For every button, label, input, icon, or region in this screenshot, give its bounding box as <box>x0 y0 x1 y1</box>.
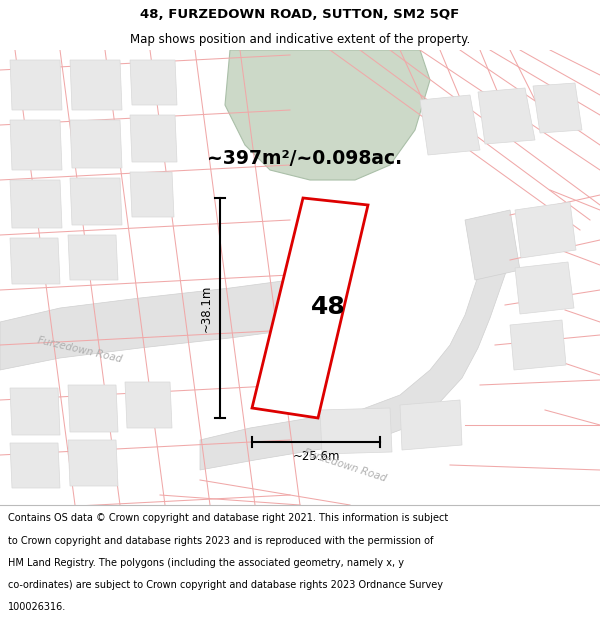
Text: 48: 48 <box>311 295 346 319</box>
Polygon shape <box>0 280 290 370</box>
Polygon shape <box>68 235 118 280</box>
Polygon shape <box>10 60 62 110</box>
Polygon shape <box>130 60 177 105</box>
Text: ~38.1m: ~38.1m <box>200 284 213 332</box>
Polygon shape <box>252 198 368 418</box>
Polygon shape <box>130 115 177 162</box>
Polygon shape <box>200 240 506 470</box>
Polygon shape <box>420 95 480 155</box>
Polygon shape <box>68 440 118 486</box>
Text: to Crown copyright and database rights 2023 and is reproduced with the permissio: to Crown copyright and database rights 2… <box>8 536 433 546</box>
Polygon shape <box>320 408 392 454</box>
Polygon shape <box>10 443 60 488</box>
Polygon shape <box>515 262 574 314</box>
Polygon shape <box>10 388 60 435</box>
Text: Contains OS data © Crown copyright and database right 2021. This information is : Contains OS data © Crown copyright and d… <box>8 513 448 523</box>
Polygon shape <box>70 120 122 168</box>
Polygon shape <box>70 60 122 110</box>
Text: Furzedown Road: Furzedown Road <box>37 336 123 364</box>
Polygon shape <box>10 238 60 284</box>
Polygon shape <box>225 50 430 180</box>
Polygon shape <box>125 382 172 428</box>
Polygon shape <box>400 400 462 450</box>
Polygon shape <box>478 88 535 144</box>
Text: Furzedown Road: Furzedown Road <box>302 447 388 483</box>
Text: ~397m²/~0.098ac.: ~397m²/~0.098ac. <box>208 149 403 168</box>
Polygon shape <box>533 83 582 133</box>
Text: Map shows position and indicative extent of the property.: Map shows position and indicative extent… <box>130 32 470 46</box>
Text: 100026316.: 100026316. <box>8 602 66 612</box>
Polygon shape <box>10 120 62 170</box>
Polygon shape <box>130 172 174 217</box>
Polygon shape <box>510 320 566 370</box>
Polygon shape <box>68 385 118 432</box>
Text: ~25.6m: ~25.6m <box>292 450 340 463</box>
Polygon shape <box>70 178 122 225</box>
Polygon shape <box>515 202 576 258</box>
Polygon shape <box>465 210 520 280</box>
Text: co-ordinates) are subject to Crown copyright and database rights 2023 Ordnance S: co-ordinates) are subject to Crown copyr… <box>8 580 443 590</box>
Text: HM Land Registry. The polygons (including the associated geometry, namely x, y: HM Land Registry. The polygons (includin… <box>8 558 404 568</box>
Polygon shape <box>10 180 62 228</box>
Text: 48, FURZEDOWN ROAD, SUTTON, SM2 5QF: 48, FURZEDOWN ROAD, SUTTON, SM2 5QF <box>140 8 460 21</box>
